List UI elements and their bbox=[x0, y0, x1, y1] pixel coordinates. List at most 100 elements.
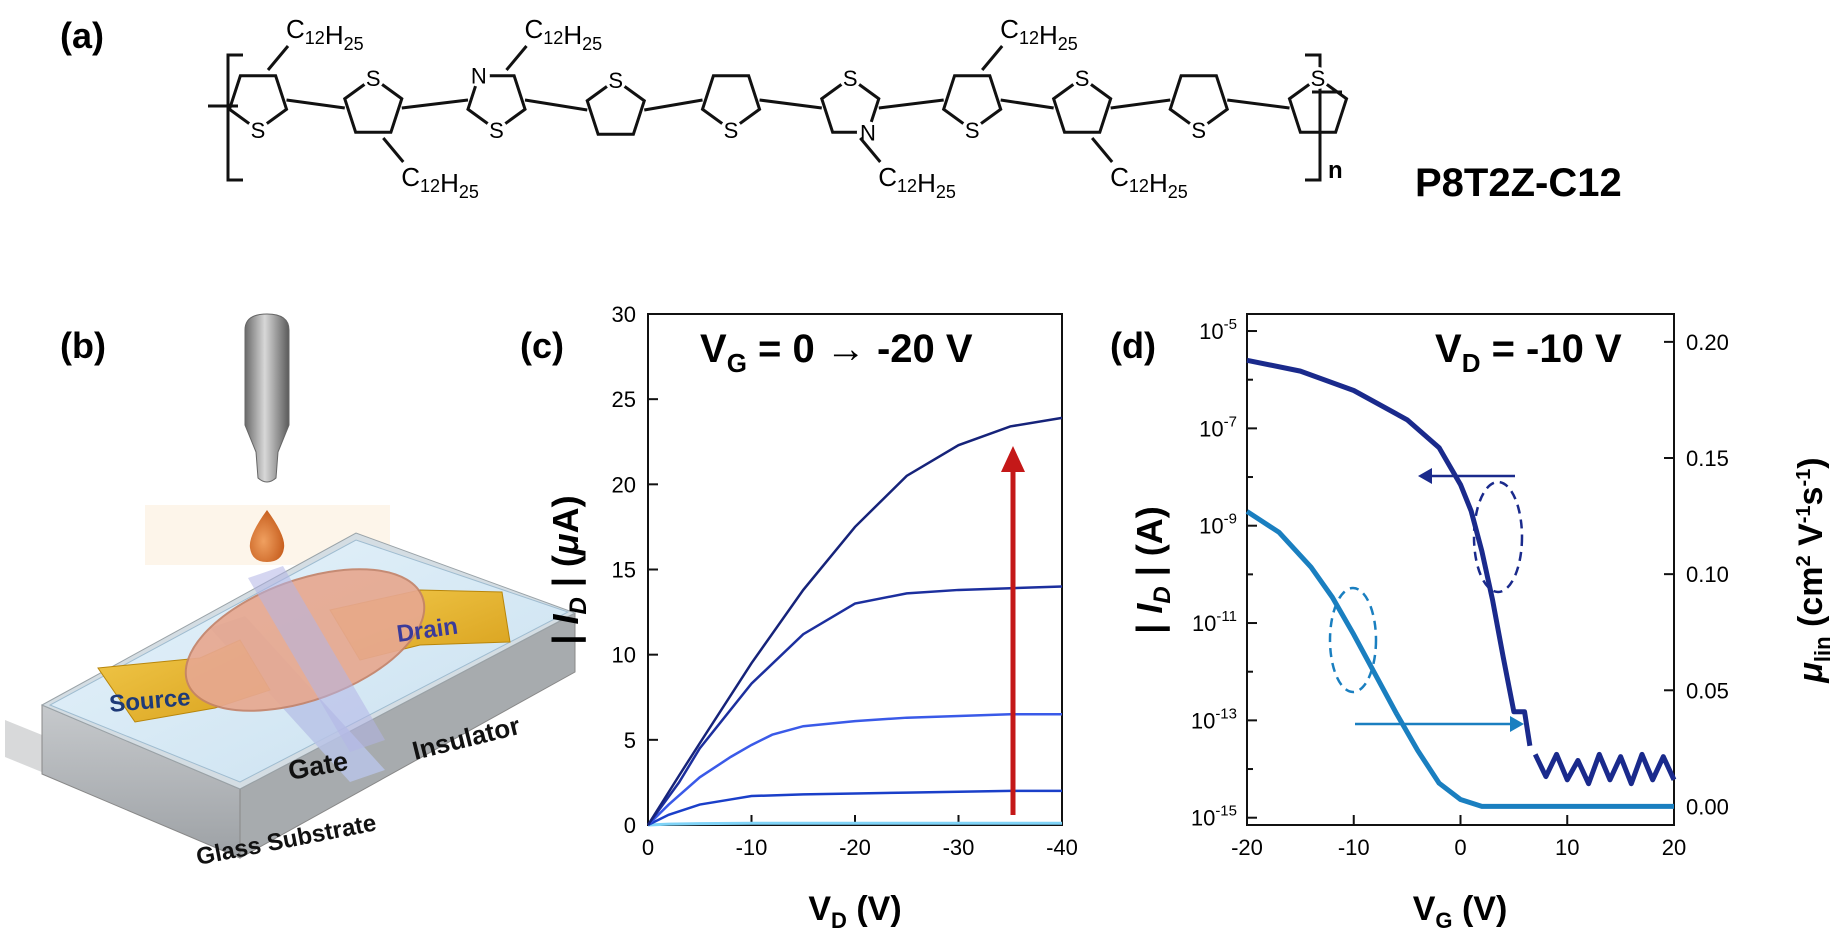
inter-ring-bond bbox=[286, 98, 345, 110]
inter-ring-bond bbox=[1000, 98, 1054, 110]
side-chain-label: C12H25 bbox=[878, 162, 956, 202]
side-chain-bond bbox=[505, 45, 528, 71]
sulfur-atom-label: S bbox=[965, 118, 980, 143]
sulfur-atom-label: S bbox=[843, 66, 858, 91]
device-schematic: Source Drain Gate Insulator Glass Substr… bbox=[5, 532, 577, 871]
x-tick-label: 0 bbox=[1454, 835, 1466, 860]
ink-droplet bbox=[249, 510, 285, 562]
panel-d-label: (d) bbox=[1110, 325, 1156, 366]
panel-d-series bbox=[1245, 357, 1677, 809]
panel-c-frame bbox=[647, 313, 1063, 826]
right-bracket bbox=[1305, 53, 1322, 182]
panel-a-label: (a) bbox=[60, 15, 104, 56]
inter-ring-bond bbox=[643, 98, 703, 112]
sulfur-atom-label: S bbox=[724, 118, 739, 143]
x-tick-label: -20 bbox=[1231, 835, 1263, 860]
side-chain-label: C12H25 bbox=[286, 14, 364, 54]
inter-ring-bond bbox=[759, 98, 822, 110]
inkjet-nozzle bbox=[244, 313, 290, 483]
side-chain-bond bbox=[859, 137, 882, 163]
series-line bbox=[647, 821, 1062, 827]
repeat-subscript: n bbox=[1328, 157, 1343, 184]
side-chain-bond bbox=[382, 137, 405, 163]
side-chain-label: C12H25 bbox=[525, 14, 603, 54]
sulfur-atom-label: S bbox=[366, 66, 381, 91]
y-tick-label: 0 bbox=[624, 813, 636, 838]
y-tick-label: 10-7 bbox=[1199, 413, 1237, 441]
thiophene-ring: SN bbox=[466, 64, 527, 143]
y-tick-label: 10-9 bbox=[1199, 511, 1237, 539]
y-tick-label: 5 bbox=[624, 728, 636, 753]
side-chain-label: C12H25 bbox=[1000, 14, 1078, 54]
y2-tick-label: 0.15 bbox=[1686, 446, 1729, 471]
panel-c: (c) 0 -10 -20 -30 -40 0 5 10 15 20 25 30 VG = 0 → -… bbox=[520, 302, 1078, 933]
series-line bbox=[647, 789, 1062, 827]
panel-c-annotation: VG = 0 → -20 V bbox=[700, 327, 973, 378]
x-tick-label: 0 bbox=[642, 835, 654, 860]
vg-sweep-arrow bbox=[1001, 446, 1025, 815]
y2-tick-label: 0.00 bbox=[1686, 794, 1729, 819]
x-tick-label: 20 bbox=[1662, 835, 1686, 860]
mobility-curve bbox=[1245, 509, 1674, 809]
inter-ring-bond bbox=[878, 98, 944, 110]
y-tick-label: 10-13 bbox=[1191, 705, 1237, 733]
sulfur-atom-label: S bbox=[1075, 66, 1090, 91]
thiophene-ring: S bbox=[1051, 66, 1113, 134]
polymer-name: P8T2Z-C12 bbox=[1415, 161, 1622, 205]
y-tick-label: 10-5 bbox=[1199, 316, 1237, 344]
panel-d-annotation: VD = -10 V bbox=[1435, 327, 1622, 378]
thiophene-ring: SN bbox=[819, 66, 881, 145]
sulfur-atom-label: S bbox=[1311, 66, 1326, 91]
y-tick-label: 10-11 bbox=[1192, 608, 1237, 636]
x-tick-label: -10 bbox=[1338, 835, 1370, 860]
thiophene-ring: S bbox=[941, 74, 1003, 143]
y2-tick-label: 0.10 bbox=[1686, 562, 1729, 587]
panel-c-ylabel: | ID | (μA) bbox=[545, 495, 592, 644]
y-tick-label: 10-15 bbox=[1191, 803, 1237, 831]
sulfur-atom-label: S bbox=[489, 118, 504, 143]
panel-d-ylabel-right: μlin (cm2 V-1s-1) bbox=[1792, 457, 1835, 683]
side-chain-bond bbox=[266, 45, 290, 71]
panel-c-axes: 0 -10 -20 -30 -40 0 5 10 15 20 25 30 bbox=[612, 302, 1078, 860]
left-bracket bbox=[226, 53, 243, 182]
inter-ring-bond bbox=[524, 98, 588, 112]
y2-tick-label: 0.05 bbox=[1686, 678, 1729, 703]
y2-tick-label: 0.20 bbox=[1686, 330, 1729, 355]
y-tick-label: 25 bbox=[612, 387, 636, 412]
inter-ring-bond bbox=[401, 98, 469, 110]
panel-c-xlabel: VD (V) bbox=[808, 890, 901, 933]
y-tick-label: 20 bbox=[612, 472, 636, 497]
side-chain-label: C12H25 bbox=[1110, 162, 1188, 202]
x-tick-label: -40 bbox=[1046, 835, 1078, 860]
series-line bbox=[646, 416, 1063, 826]
thiophene-ring: S bbox=[227, 74, 289, 143]
thiophene-ring: S bbox=[700, 74, 762, 143]
transfer-curve bbox=[1246, 357, 1533, 747]
right-axis-arrow-head bbox=[1510, 716, 1524, 732]
panel-d-xlabel: VG (V) bbox=[1413, 890, 1508, 933]
sulfur-atom-label: S bbox=[251, 118, 266, 143]
panel-c-label: (c) bbox=[520, 325, 564, 366]
y-tick-label: 15 bbox=[612, 558, 636, 583]
mobility-curve-marker bbox=[1328, 586, 1378, 694]
side-chain-label: C12H25 bbox=[401, 162, 479, 202]
thiophene-ring: S bbox=[1168, 74, 1230, 143]
panel-c-series bbox=[646, 416, 1063, 827]
x-tick-label: -30 bbox=[943, 835, 975, 860]
transfer-curve bbox=[1532, 751, 1677, 787]
sulfur-atom-label: S bbox=[1191, 118, 1206, 143]
polymer-backbone: SC12H25SC12H25SNC12H25SSSNC12H25SC12H25S… bbox=[227, 14, 1349, 202]
panel-b: (b) Source Drain bbox=[5, 313, 577, 871]
nitrogen-atom-label: N bbox=[471, 64, 487, 89]
y-tick-label: 30 bbox=[612, 302, 636, 327]
inter-ring-bond bbox=[1227, 98, 1290, 110]
thiophene-ring: S bbox=[585, 68, 647, 136]
side-chain-bond bbox=[981, 45, 1004, 71]
x-tick-label: -10 bbox=[736, 835, 768, 860]
thiophene-ring: S bbox=[1287, 66, 1349, 134]
series-line bbox=[647, 713, 1062, 826]
id-curve-marker bbox=[1472, 480, 1524, 594]
inter-ring-bond bbox=[1110, 98, 1171, 110]
